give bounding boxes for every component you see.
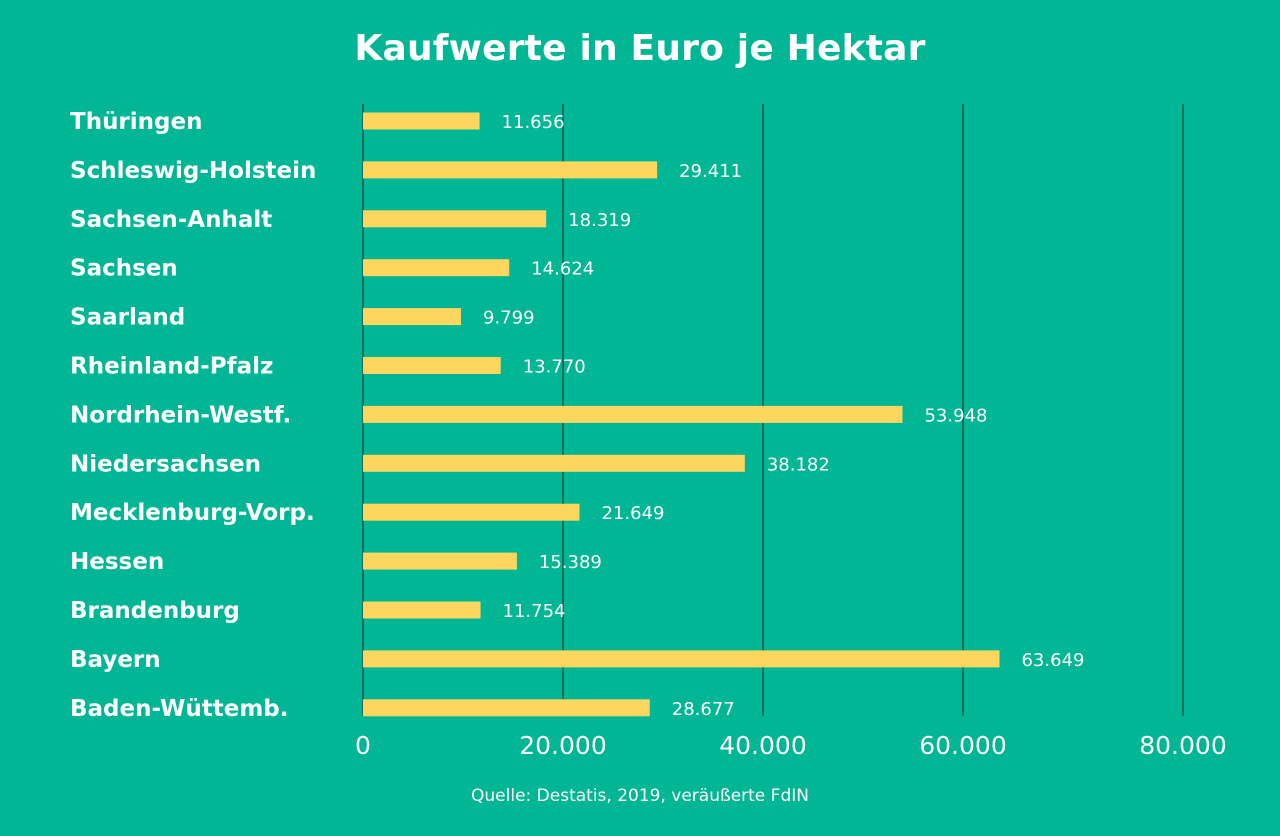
category-label: Sachsen-Anhalt (70, 207, 272, 233)
value-label: 15.389 (539, 552, 602, 573)
value-label: 14.624 (531, 259, 594, 280)
value-label: 13.770 (523, 357, 586, 378)
bar (363, 357, 501, 374)
category-label: Thüringen (70, 109, 202, 135)
category-label: Schleswig-Holstein (70, 158, 316, 184)
category-label: Rheinland-Pfalz (70, 354, 273, 380)
value-label: 11.656 (502, 112, 565, 133)
value-label: 18.319 (568, 210, 631, 231)
category-label: Sachsen (70, 256, 178, 282)
bar (363, 112, 480, 130)
category-label: Nordrhein-Westf. (70, 402, 291, 428)
bar (363, 210, 547, 228)
x-tick-label: 20.000 (519, 731, 606, 760)
value-label: 11.754 (503, 601, 566, 622)
value-label: 63.649 (1021, 650, 1084, 671)
value-label: 53.948 (924, 405, 987, 426)
category-label: Mecklenburg-Vorp. (70, 500, 315, 526)
x-axis-ticks: 0 20.000 40.000 60.000 80.000 (355, 731, 1227, 760)
bar (363, 454, 745, 472)
bar (363, 699, 650, 717)
value-label: 21.649 (601, 503, 664, 524)
value-label: 28.677 (672, 699, 735, 720)
x-tick-label: 40.000 (719, 731, 806, 760)
bar (363, 552, 517, 570)
bar (363, 308, 461, 326)
x-tick-label: 0 (355, 731, 371, 760)
bar (363, 601, 481, 619)
category-label: Hessen (70, 549, 164, 575)
value-label: 9.799 (483, 308, 535, 329)
chart-title: Kaufwerte in Euro je Hektar (354, 28, 926, 69)
x-tick-label: 80.000 (1139, 731, 1226, 760)
category-labels: Thüringen Schleswig-Holstein Sachsen-Anhal… (70, 109, 316, 722)
x-tick-label: 60.000 (919, 731, 1006, 760)
category-label: Niedersachsen (70, 451, 261, 477)
source-note: Quelle: Destatis, 2019, veräußerte FdIN (471, 786, 809, 806)
category-label: Saarland (70, 305, 185, 331)
category-label: Bayern (70, 647, 161, 673)
value-labels: 11.656 29.411 18.319 14.624 9.799 13.770 53.94… (483, 112, 1084, 720)
bar (363, 405, 903, 423)
category-label: Baden-Wüttemb. (70, 696, 289, 722)
value-label: 38.182 (767, 454, 830, 475)
bar (363, 650, 1000, 668)
category-label: Brandenburg (70, 598, 240, 624)
bar (363, 503, 580, 521)
bar (363, 161, 658, 179)
bars (363, 112, 1000, 717)
bar (363, 259, 510, 277)
value-label: 29.411 (679, 161, 742, 182)
